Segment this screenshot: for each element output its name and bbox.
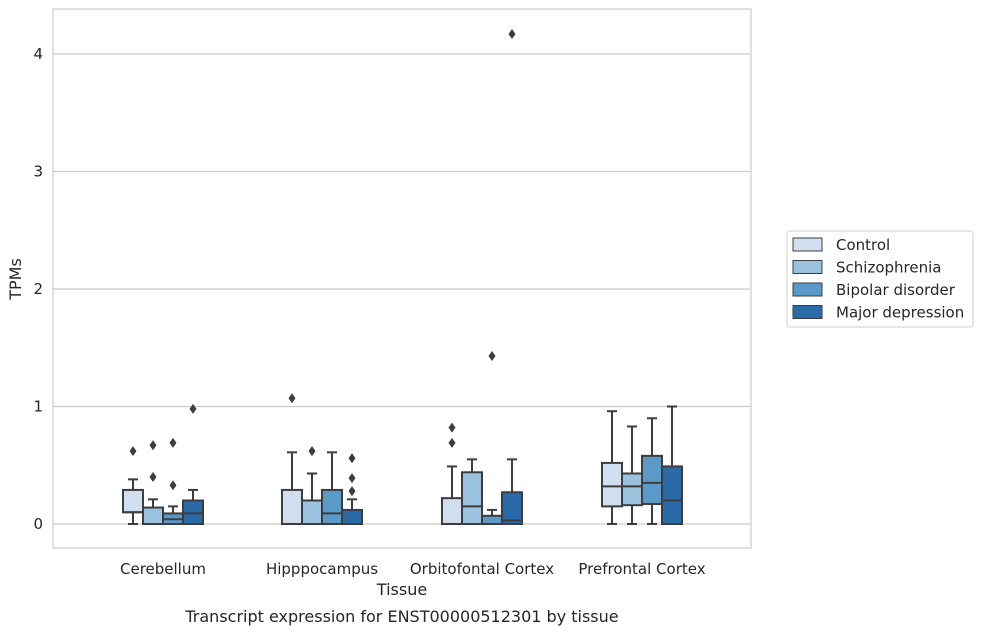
outlier-point: [348, 473, 356, 484]
outlier-point: [488, 350, 496, 361]
legend-swatch: [792, 260, 823, 274]
box-body: [301, 499, 323, 525]
outlier-point: [348, 453, 356, 464]
legend-frame: [786, 230, 974, 328]
outlier-point: [308, 446, 316, 457]
outlier-point: [149, 472, 157, 482]
legend-item: Major depression: [792, 304, 964, 322]
legend: Control Schizophrenia Bipolar disorder Majo…: [786, 230, 974, 328]
outlier-point: [149, 440, 157, 451]
outlier-point: [448, 437, 456, 448]
box-body: [481, 514, 503, 526]
outlier-point: [508, 29, 516, 40]
box-groups: [122, 29, 683, 526]
x-tick-label: Cerebellum: [120, 560, 206, 578]
box: [122, 446, 144, 525]
legend-item: Bipolar disorder: [792, 281, 956, 299]
box-body: [321, 488, 343, 525]
box: [142, 440, 164, 525]
box: [481, 350, 503, 526]
legend-label: Schizophrenia: [836, 259, 941, 277]
box-body: [601, 461, 623, 508]
x-tick-label: Orbitofontal Cortex: [410, 560, 554, 578]
box-body: [501, 491, 523, 525]
legend-item: Schizophrenia: [792, 259, 941, 277]
y-tick-label: 0: [33, 515, 43, 533]
plot-frame: [52, 8, 752, 549]
x-axis-label: Tissue: [376, 580, 427, 599]
chart-caption: Transcript expression for ENST0000051230…: [184, 607, 618, 626]
outlier-point: [189, 403, 197, 414]
legend-swatch: [792, 282, 823, 297]
box-body: [461, 471, 483, 525]
box: [441, 422, 463, 525]
legend-label: Control: [836, 236, 890, 254]
box-body: [441, 497, 463, 525]
box: [341, 453, 363, 525]
series-3: [182, 29, 683, 525]
y-tick-label: 2: [33, 280, 43, 298]
y-axis-label: TPMs: [6, 258, 25, 301]
box-body: [621, 472, 643, 507]
legend-item: Control: [792, 236, 890, 254]
outlier-point: [288, 393, 296, 404]
x-tick-label: Hipppocampus: [266, 560, 378, 578]
legend-swatch: [792, 305, 823, 319]
box: [661, 405, 683, 525]
plot-background: [53, 9, 751, 548]
series-2: [162, 350, 663, 526]
box: [182, 403, 204, 525]
outlier-point: [448, 422, 456, 433]
y-tick-label: 3: [33, 163, 43, 181]
outlier-point: [348, 486, 356, 497]
box-body: [341, 508, 363, 525]
y-tick-label: 1: [33, 398, 43, 416]
y-tick-label: 4: [33, 45, 43, 63]
outlier-point: [129, 446, 137, 457]
legend-items: Control Schizophrenia Bipolar disorder Majo…: [792, 236, 964, 322]
box-body: [661, 465, 683, 525]
box: [461, 458, 483, 525]
box: [321, 451, 343, 525]
box: [641, 417, 663, 525]
outlier-point: [169, 480, 177, 491]
box-body: [641, 454, 663, 506]
legend-label: Bipolar disorder: [836, 281, 956, 299]
x-tick-label: Prefrontal Cortex: [578, 560, 705, 578]
box-body: [122, 488, 144, 514]
y-tick-labels: 0 1 2 3 4: [33, 45, 43, 533]
x-tick-labels: Cerebellum Hipppocampus Orbitofontal Corte…: [120, 560, 706, 578]
box-body: [281, 488, 303, 525]
legend-swatch: [792, 237, 823, 252]
box-body: [182, 499, 204, 525]
outlier-point: [169, 437, 177, 448]
box: [501, 29, 523, 525]
box-body: [142, 506, 164, 525]
legend-label: Major depression: [836, 304, 964, 322]
